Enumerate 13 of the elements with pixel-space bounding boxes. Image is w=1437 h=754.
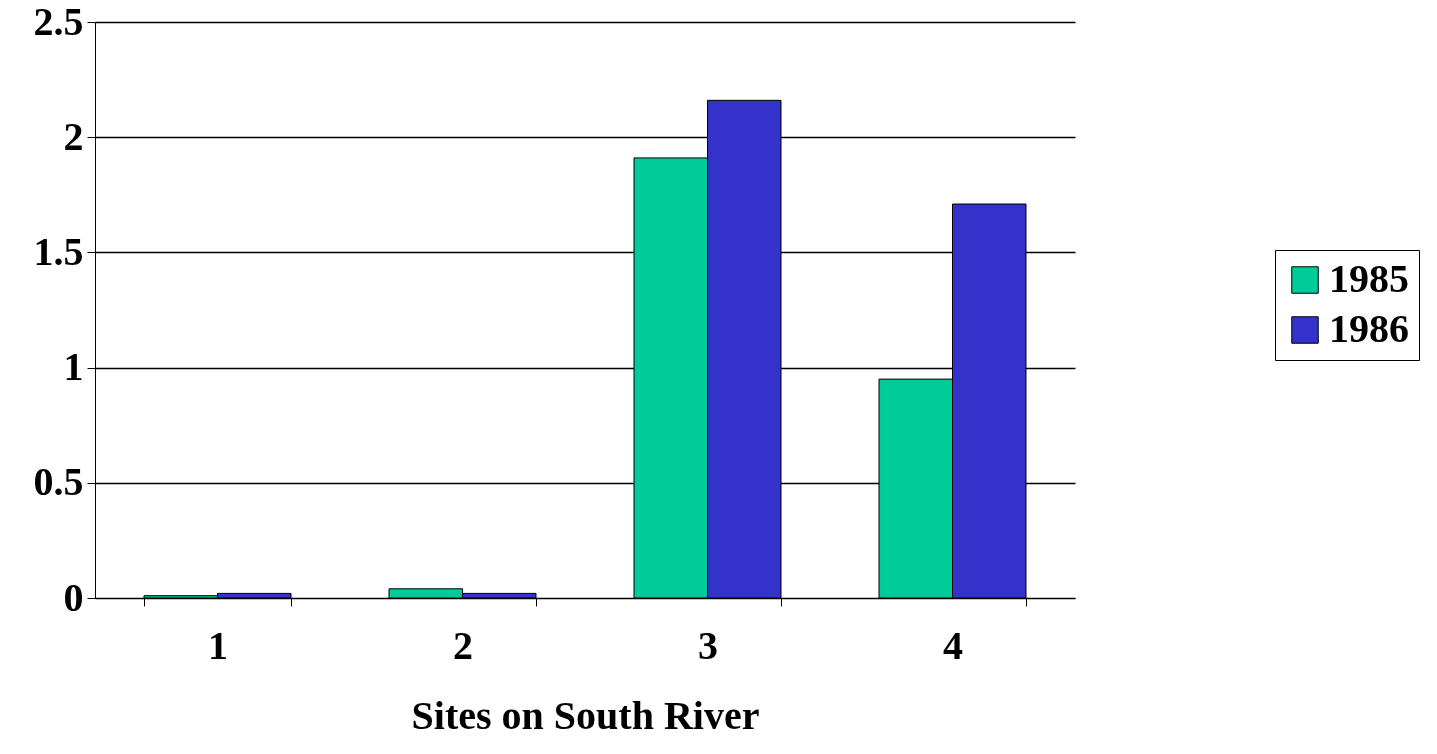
y-tick-label: 1 bbox=[63, 344, 84, 390]
y-tick-label: 0.5 bbox=[33, 459, 84, 505]
x-axis-title: Sites on South River bbox=[411, 692, 760, 738]
legend-label: 1985 bbox=[1329, 256, 1409, 301]
x-tick-label: 2 bbox=[453, 622, 473, 668]
x-tick-label: 3 bbox=[698, 622, 718, 668]
legend-label: 1986 bbox=[1329, 306, 1409, 351]
y-tick-label: 1.5 bbox=[33, 228, 84, 274]
y-tick-label: 2.5 bbox=[33, 0, 84, 44]
y-tick-label: 0 bbox=[63, 574, 84, 620]
y-tick-label: 2 bbox=[63, 113, 84, 159]
x-tick-label: 4 bbox=[943, 622, 963, 668]
x-tick-label: 1 bbox=[208, 622, 228, 668]
